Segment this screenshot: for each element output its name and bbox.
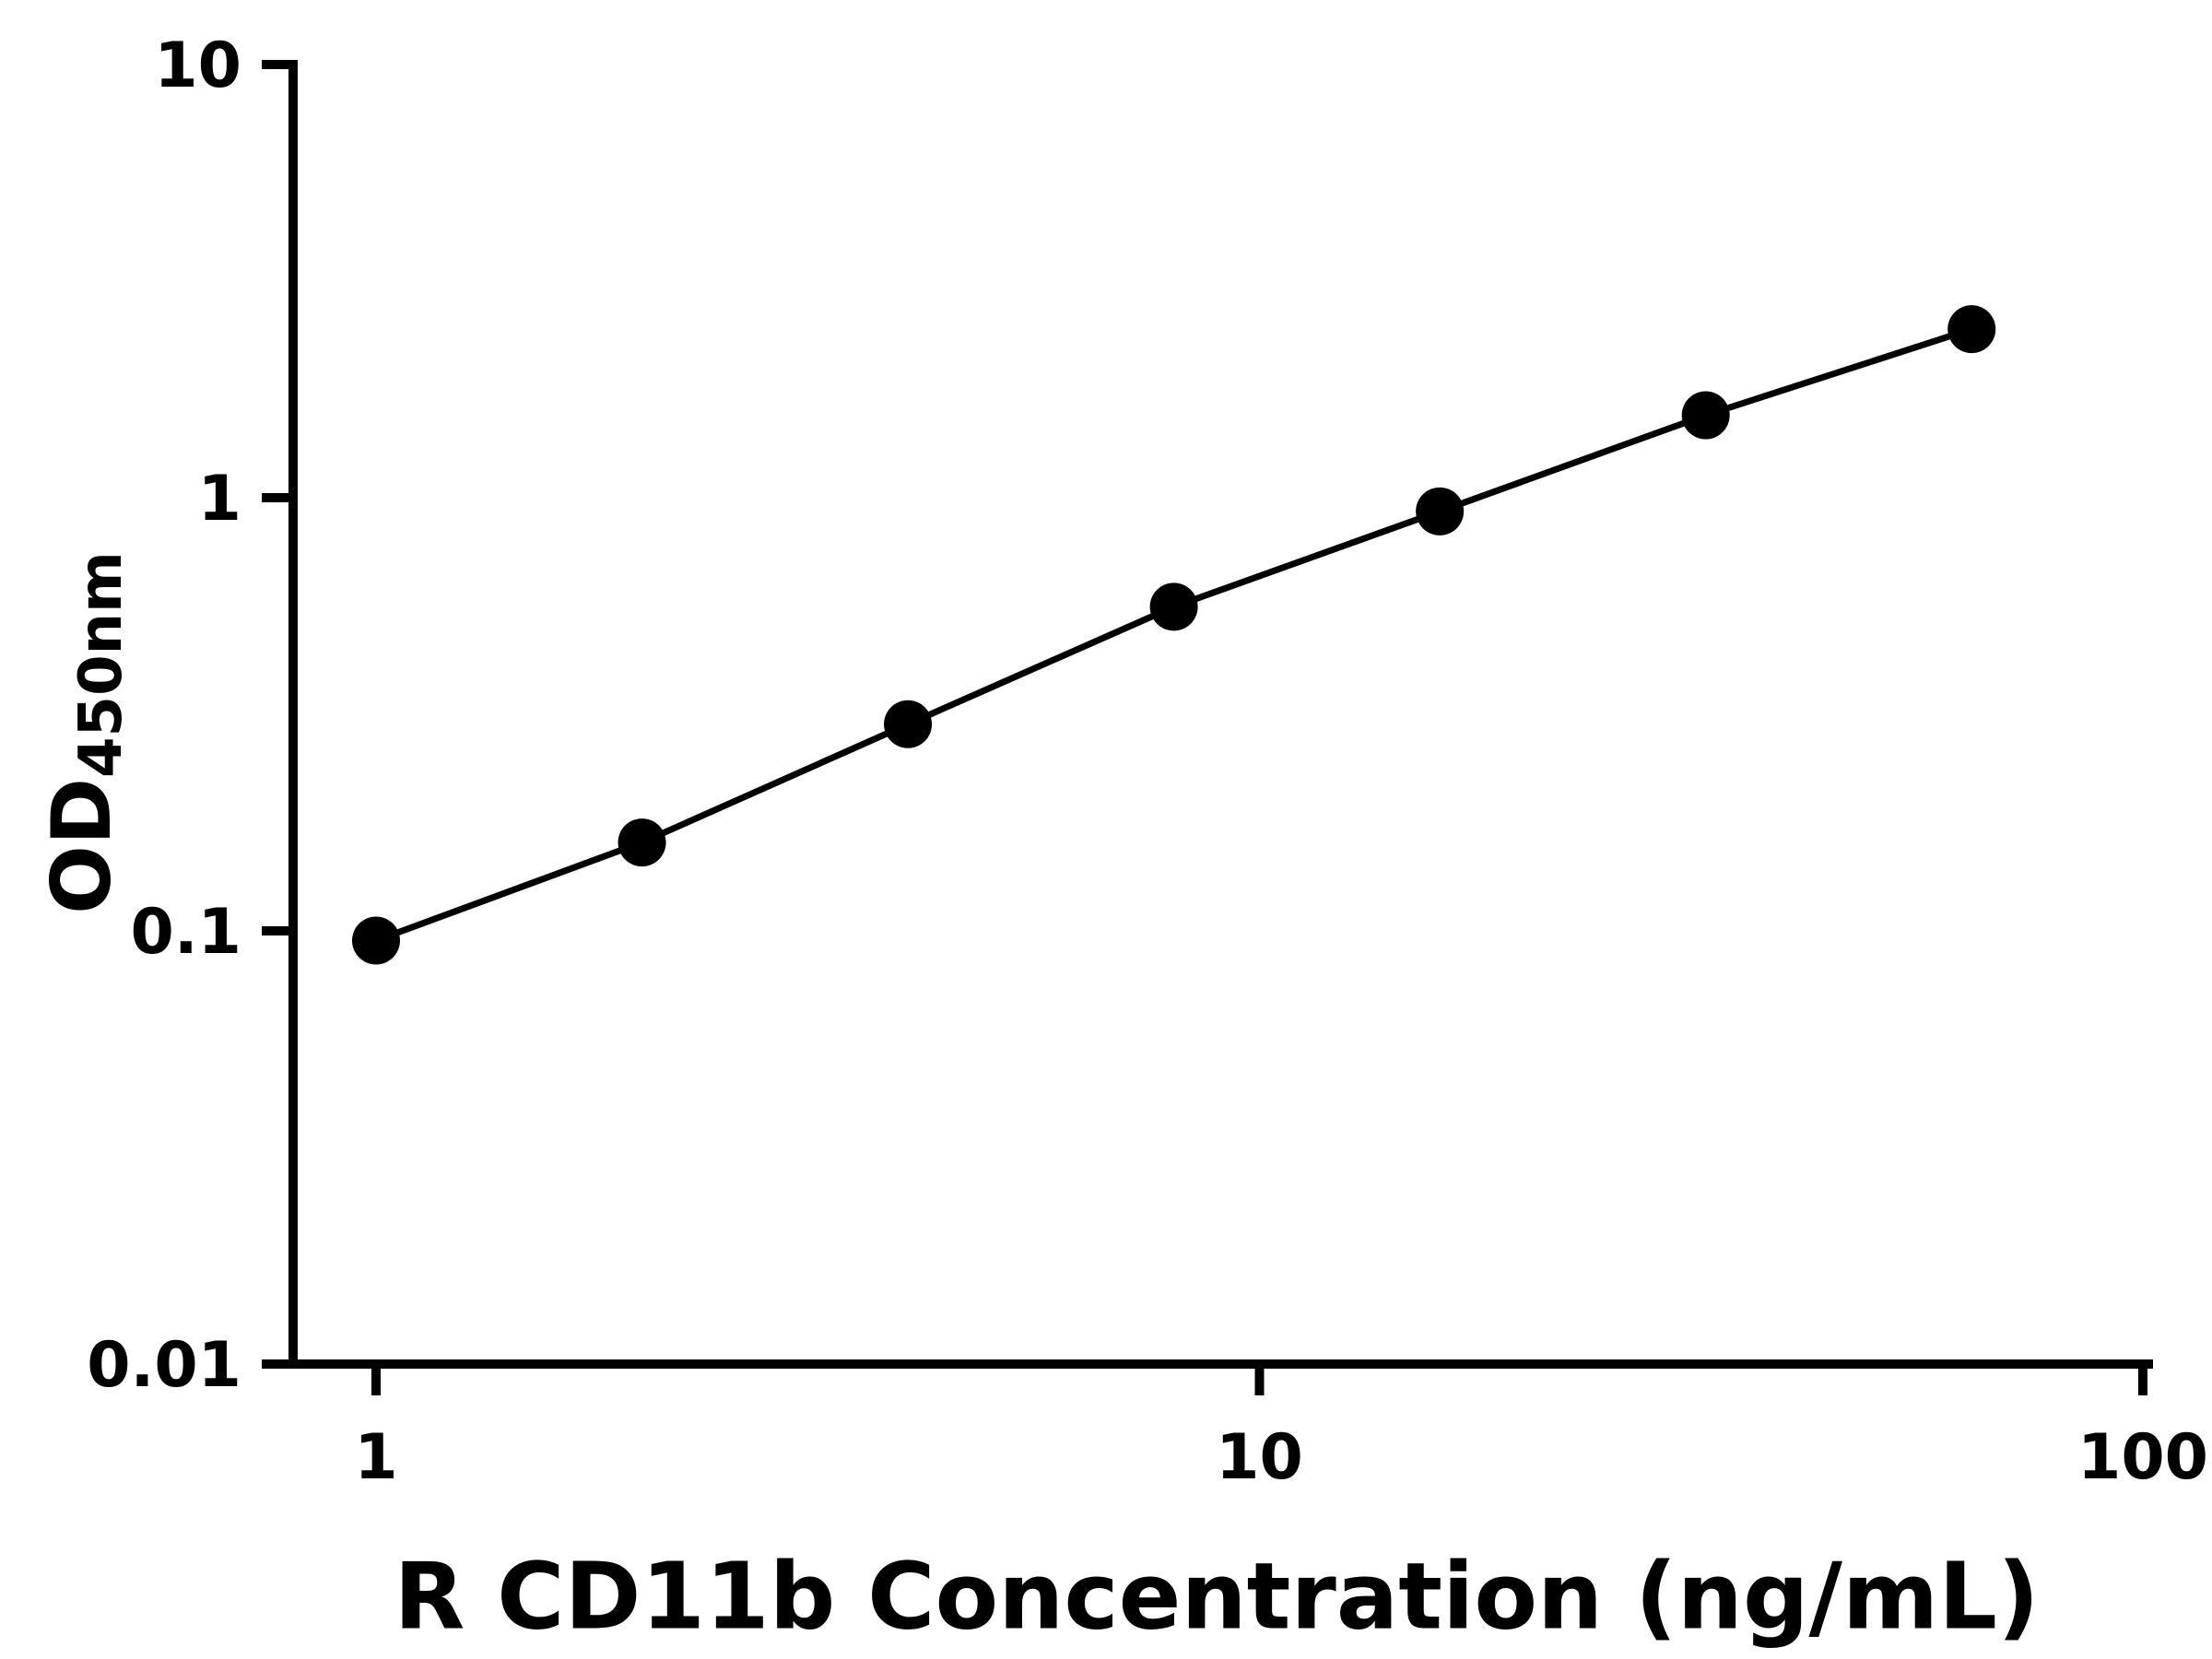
y-tick-label: 0.1	[131, 896, 241, 969]
x-tick-label: 100	[2077, 1421, 2208, 1494]
y-axis-title-sub: 450nm	[67, 551, 135, 778]
data-point	[1149, 582, 1198, 631]
data-point	[1947, 305, 1996, 354]
axis-spines	[288, 60, 2153, 1369]
data-point	[1681, 391, 1730, 440]
y-axis-title-main: OD	[34, 777, 129, 914]
data-point	[884, 700, 933, 748]
series-line	[374, 325, 1973, 944]
x-axis-title: R CD11b Concentration (ng/mL)	[394, 1542, 2040, 1651]
y-axis-title: OD450nm	[34, 551, 135, 914]
data-point	[1416, 487, 1465, 535]
x-tick-label: 10	[1216, 1421, 1303, 1494]
data-point	[618, 818, 666, 867]
y-tick-label: 1	[198, 463, 241, 535]
data-point	[352, 916, 400, 965]
y-tick-label: 10	[154, 29, 241, 102]
y-tick-label: 0.01	[87, 1329, 241, 1402]
x-tick-label: 1	[354, 1421, 397, 1494]
